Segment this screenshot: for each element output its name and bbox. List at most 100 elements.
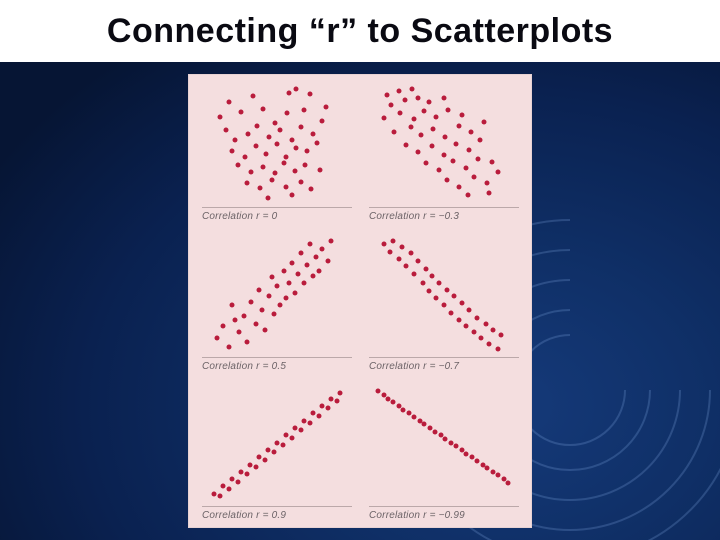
scatter-dot — [489, 160, 494, 165]
scatter-dot — [292, 425, 297, 430]
scatter-plot-0 — [202, 85, 352, 208]
scatter-dot — [307, 421, 312, 426]
panel-caption-3: Correlation r = −0.7 — [363, 361, 459, 375]
scatter-dot — [271, 311, 276, 316]
page-title: Connecting “r” to Scatterplots — [107, 12, 613, 51]
scatter-dot — [261, 165, 266, 170]
scatter-dot — [479, 336, 484, 341]
scatter-dot — [422, 422, 427, 427]
scatter-dot — [265, 447, 270, 452]
scatter-dot — [422, 108, 427, 113]
scatter-dot — [485, 180, 490, 185]
scatter-dot — [456, 184, 461, 189]
scatter-dot — [307, 91, 312, 96]
scatter-dot — [285, 111, 290, 116]
scatter-dot — [244, 472, 249, 477]
scatter-panel-2: Correlation r = 0.5 — [196, 229, 357, 374]
scatter-dot — [220, 324, 225, 329]
scatter-dot — [241, 314, 246, 319]
scatter-dot — [506, 480, 511, 485]
scatter-dot — [270, 275, 275, 280]
scatter-dot — [384, 93, 389, 98]
scatter-dot — [301, 107, 306, 112]
scatter-dot — [429, 144, 434, 149]
scatter-dot — [444, 178, 449, 183]
scatter-dot — [468, 129, 473, 134]
scatter-dot — [280, 442, 285, 447]
scatter-dot — [310, 411, 315, 416]
scatter-dot — [404, 143, 409, 148]
scatter-dot — [249, 299, 254, 304]
scatter-dot — [270, 178, 275, 183]
scatter-dot — [244, 340, 249, 345]
scatter-dot — [467, 147, 472, 152]
scatter-dot — [420, 281, 425, 286]
scatter-dot — [495, 347, 500, 352]
scatter-dot — [217, 494, 222, 499]
scatter-dot — [304, 263, 309, 268]
scatter-dot — [446, 107, 451, 112]
scatter-dot — [483, 321, 488, 326]
scatter-dot — [444, 287, 449, 292]
scatter-dot — [250, 94, 255, 99]
scatter-dot — [432, 429, 437, 434]
scatter-dot — [226, 100, 231, 105]
scatter-dot — [443, 134, 448, 139]
scatter-dot — [232, 318, 237, 323]
scatter-dot — [295, 271, 300, 276]
scatter-dot — [246, 132, 251, 137]
scatter-figure: Correlation r = 0Correlation r = −0.3 Cor… — [188, 74, 532, 528]
scatter-dot — [238, 110, 243, 115]
scatter-dot — [214, 336, 219, 341]
scatter-dot — [304, 149, 309, 154]
scatter-dot — [262, 327, 267, 332]
scatter-dot — [262, 457, 267, 462]
scatter-dot — [459, 112, 464, 117]
scatter-dot — [217, 115, 222, 120]
scatter-dot — [298, 124, 303, 129]
scatter-dot — [277, 128, 282, 133]
scatter-dot — [399, 244, 404, 249]
scatter-dot — [253, 464, 258, 469]
scatter-dot — [220, 484, 225, 489]
scatter-dot — [286, 281, 291, 286]
scatter-dot — [396, 257, 401, 262]
scatter-dot — [232, 138, 237, 143]
scatter-plot-4 — [202, 384, 352, 507]
slide: Connecting “r” to Scatterplots Correlati… — [0, 0, 720, 540]
scatter-dot — [474, 458, 479, 463]
scatter-dot — [319, 403, 324, 408]
scatter-dot — [411, 117, 416, 122]
scatter-dot — [319, 118, 324, 123]
scatter-dot — [495, 473, 500, 478]
scatter-dot — [471, 174, 476, 179]
scatter-dot — [274, 141, 279, 146]
scatter-dot — [316, 413, 321, 418]
scatter-dot — [467, 308, 472, 313]
scatter-dot — [283, 296, 288, 301]
scatter-dot — [273, 121, 278, 126]
panel-caption-2: Correlation r = 0.5 — [196, 361, 286, 375]
scatter-dot — [283, 184, 288, 189]
scatter-dot — [294, 145, 299, 150]
scatter-dot — [301, 418, 306, 423]
scatter-panel-0: Correlation r = 0 — [196, 80, 357, 225]
scatter-panel-3: Correlation r = −0.7 — [363, 229, 524, 374]
scatter-dot — [298, 250, 303, 255]
scatter-dot — [273, 171, 278, 176]
scatter-dot — [474, 315, 479, 320]
scatter-dot — [449, 310, 454, 315]
scatter-dot — [274, 440, 279, 445]
scatter-dot — [450, 158, 455, 163]
scatter-panel-1: Correlation r = −0.3 — [363, 80, 524, 225]
scatter-dot — [441, 152, 446, 157]
scatter-dot — [387, 249, 392, 254]
scatter-dot — [256, 455, 261, 460]
scatter-plot-2 — [202, 235, 352, 358]
scatter-dot — [464, 324, 469, 329]
scatter-dot — [456, 123, 461, 128]
scatter-dot — [301, 281, 306, 286]
scatter-dot — [289, 435, 294, 440]
scatter-dot — [255, 123, 260, 128]
scatter-dot — [310, 274, 315, 279]
